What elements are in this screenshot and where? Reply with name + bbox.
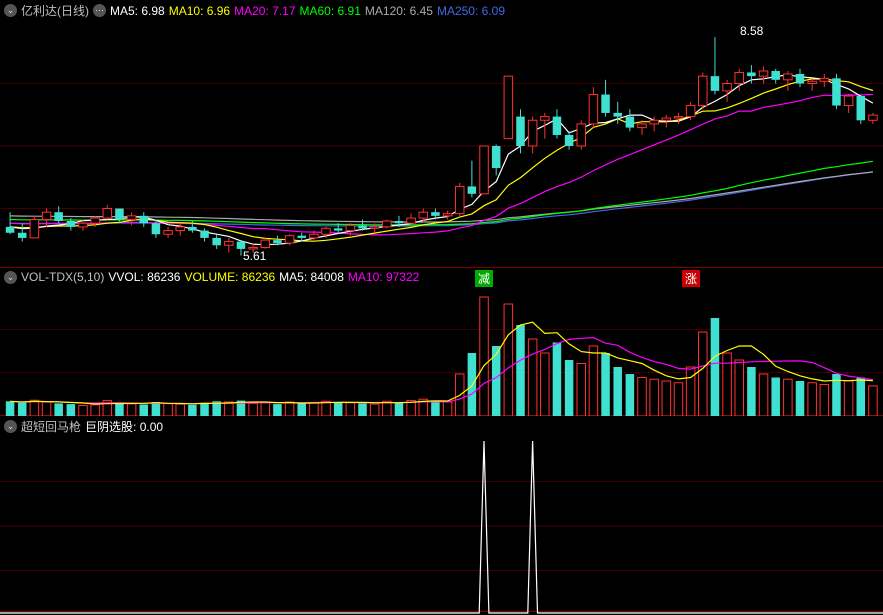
info-icon[interactable]: ⋯: [93, 4, 106, 17]
high-annotation: 8.58: [740, 24, 763, 38]
settings-icon[interactable]: ⌄: [4, 420, 17, 433]
indicator-name: 超短回马枪: [21, 418, 81, 435]
ma120-label: MA120: 6.45: [365, 4, 433, 18]
vol-ma5-label: MA5: 84008: [279, 270, 344, 284]
price-chart-panel: ⌄ 亿利达(日线) ⋯ MA5: 6.98 MA10: 6.96 MA20: 7…: [0, 0, 883, 268]
ma5-label: MA5: 6.98: [110, 4, 165, 18]
low-annotation: 5.61: [243, 249, 266, 263]
vol-name: VOL-TDX(5,10): [21, 270, 104, 284]
ma60-label: MA60: 6.91: [300, 4, 361, 18]
vol-ma10-label: MA10: 97322: [348, 270, 419, 284]
ma10-label: MA10: 6.96: [169, 4, 230, 18]
volume-label: VOLUME: 86236: [184, 270, 275, 284]
stock-title: 亿利达(日线): [21, 2, 89, 19]
settings-icon[interactable]: ⌄: [4, 4, 17, 17]
candlestick-svg[interactable]: [0, 21, 883, 271]
indicator-header: ⌄ 超短回马枪 巨阴选股: 0.00: [0, 416, 883, 437]
ma20-label: MA20: 7.17: [234, 4, 295, 18]
indicator-sub: 巨阴选股: 0.00: [85, 418, 163, 435]
volume-header: ⌄ VOL-TDX(5,10) VVOL: 86236 VOLUME: 8623…: [0, 268, 883, 286]
indicator-svg[interactable]: [0, 437, 883, 615]
ma250-label: MA250: 6.09: [437, 4, 505, 18]
price-chart-header: ⌄ 亿利达(日线) ⋯ MA5: 6.98 MA10: 6.96 MA20: 7…: [0, 0, 883, 21]
indicator-panel: ⌄ 超短回马枪 巨阴选股: 0.00: [0, 416, 883, 612]
volume-svg[interactable]: [0, 286, 883, 416]
volume-panel: ⌄ VOL-TDX(5,10) VVOL: 86236 VOLUME: 8623…: [0, 268, 883, 416]
vvol-label: VVOL: 86236: [108, 270, 180, 284]
settings-icon[interactable]: ⌄: [4, 271, 17, 284]
